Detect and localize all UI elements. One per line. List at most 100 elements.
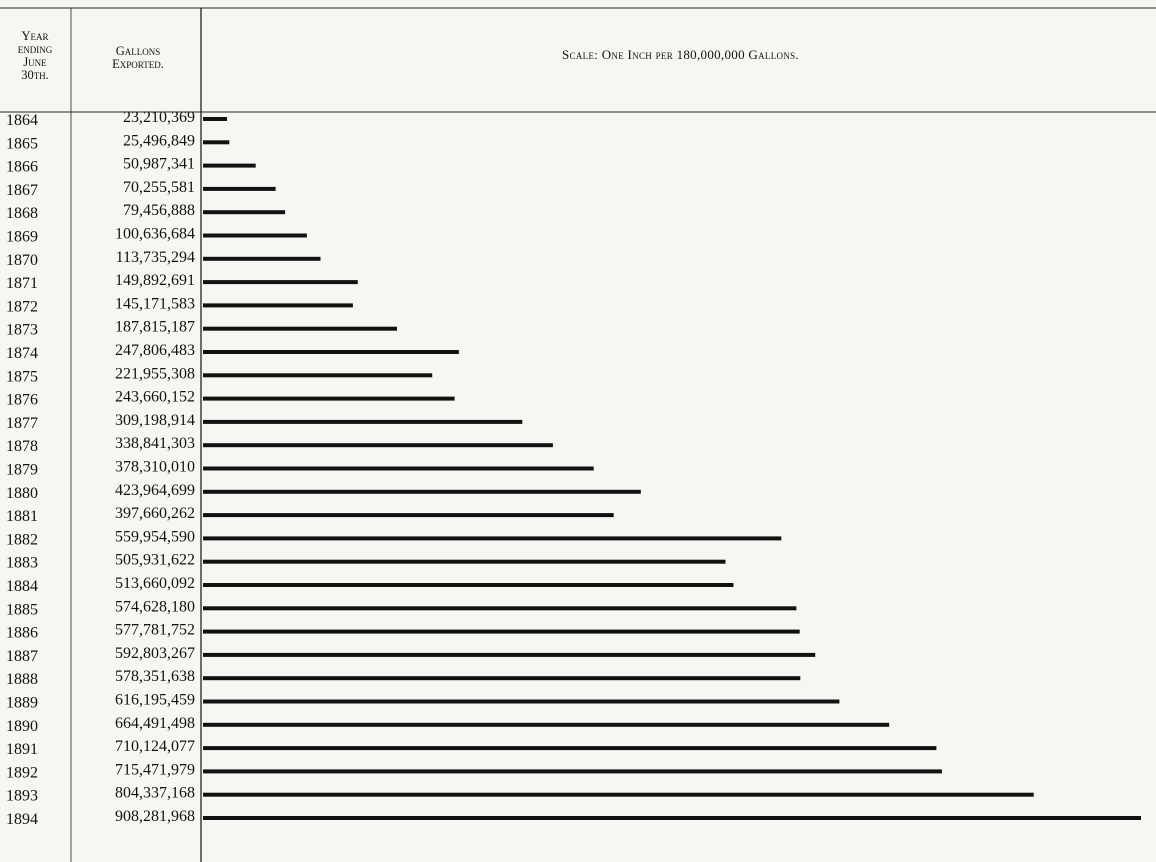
value-label: 397,660,262 [115, 505, 195, 522]
year-label: 1875 [6, 368, 38, 385]
year-label: 1886 [6, 625, 38, 642]
year-label: 1871 [6, 275, 38, 292]
value-label: 79,456,888 [123, 202, 195, 219]
bar [203, 489, 641, 494]
bar [203, 117, 227, 121]
bar [203, 163, 256, 168]
value-label: 616,195,459 [115, 692, 195, 709]
year-header-line-4: 30th. [21, 68, 49, 83]
value-label: 577,781,752 [115, 622, 195, 639]
year-label: 1887 [6, 648, 38, 665]
year-label: 1872 [6, 298, 38, 315]
year-label: 1891 [6, 741, 38, 758]
year-label: 1884 [6, 578, 38, 595]
year-label: 1864 [6, 112, 38, 129]
value-label: 243,660,152 [115, 389, 195, 406]
value-label: 710,124,077 [115, 738, 195, 755]
value-label: 592,803,267 [115, 645, 195, 662]
year-label: 1893 [6, 788, 38, 805]
bar [203, 186, 276, 191]
value-label: 715,471,979 [115, 761, 195, 778]
bar [203, 396, 455, 401]
value-label: 338,841,303 [115, 435, 195, 452]
value-label: 247,806,483 [115, 342, 195, 359]
bar [203, 443, 553, 448]
value-label: 378,310,010 [115, 459, 195, 476]
year-label: 1888 [6, 671, 38, 688]
bar [203, 233, 307, 238]
bar [203, 792, 1034, 797]
value-label: 513,660,092 [115, 575, 195, 592]
value-label: 664,491,498 [115, 715, 195, 732]
bars [203, 117, 1141, 820]
year-labels: 1864 1865 1866 1867 1868 1869 1870 1871 1872 1873… [6, 112, 38, 828]
bar [203, 350, 459, 354]
value-labels: 23,210,369 25,496,849 50,987,341 70,255,581… [115, 109, 195, 825]
bar [203, 280, 358, 285]
year-header-line-1: Year [21, 29, 49, 43]
year-label: 1877 [6, 415, 38, 432]
value-label: 149,892,691 [115, 272, 195, 289]
year-label: 1869 [6, 229, 38, 246]
bar [203, 676, 801, 681]
year-header-line-2: ending [17, 42, 53, 57]
bar [203, 606, 797, 611]
value-label: 423,964,699 [115, 482, 195, 499]
year-header-line-3: June [23, 55, 47, 70]
bar [203, 559, 726, 564]
year-label: 1866 [6, 159, 38, 176]
bar [203, 419, 523, 424]
year-label: 1890 [6, 718, 38, 735]
value-label: 309,198,914 [115, 412, 195, 429]
value-label: 221,955,308 [115, 365, 195, 382]
bar [203, 326, 397, 331]
year-label: 1892 [6, 764, 38, 781]
value-label: 908,281,968 [115, 808, 195, 825]
bar [203, 699, 840, 704]
year-label: 1867 [6, 182, 38, 199]
value-label: 100,636,684 [115, 226, 195, 243]
value-label: 70,255,581 [123, 179, 195, 196]
table-rules [0, 7, 1156, 862]
gallons-header-line-1: Gallons [115, 44, 161, 58]
bar [203, 816, 1141, 820]
bar [203, 513, 614, 518]
year-label: 1883 [6, 555, 38, 572]
year-label: 1873 [6, 322, 38, 339]
value-label: 113,735,294 [116, 249, 195, 266]
bar [203, 583, 734, 587]
bar [203, 303, 353, 308]
year-label: 1889 [6, 695, 38, 712]
value-label: 25,496,849 [123, 132, 195, 149]
bar [203, 722, 890, 727]
value-label: 578,351,638 [115, 668, 195, 685]
year-label: 1868 [6, 205, 38, 222]
bar [203, 629, 800, 634]
bar [203, 256, 321, 261]
bar [203, 210, 286, 215]
year-label: 1870 [6, 252, 38, 269]
value-label: 50,987,341 [123, 156, 195, 173]
year-column-header: Year ending June 30th. [0, 29, 70, 83]
year-label: 1885 [6, 601, 38, 618]
year-label: 1874 [6, 345, 38, 362]
year-label: 1881 [6, 508, 38, 525]
value-label: 23,210,369 [123, 109, 195, 126]
bar [203, 769, 942, 774]
year-label: 1876 [6, 392, 38, 409]
value-label: 804,337,168 [115, 785, 195, 802]
bar [203, 140, 230, 145]
value-label: 574,628,180 [115, 598, 195, 615]
year-label: 1880 [6, 485, 38, 502]
value-label: 187,815,187 [115, 319, 195, 336]
year-label: 1894 [6, 811, 38, 828]
gallons-column-header: Gallons Exported. [82, 44, 194, 72]
bar [203, 536, 782, 541]
value-label: 505,931,622 [115, 552, 195, 569]
bar [203, 746, 937, 751]
year-label: 1882 [6, 531, 38, 548]
bar [203, 373, 433, 378]
gallons-header-line-2: Exported. [112, 57, 164, 72]
year-label: 1879 [6, 462, 38, 479]
